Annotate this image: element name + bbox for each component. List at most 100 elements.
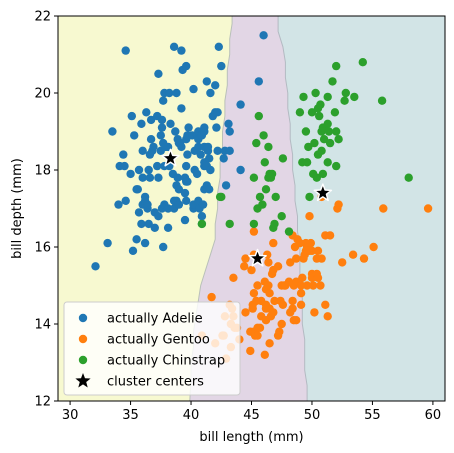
point-actually-chinstrap bbox=[358, 58, 367, 67]
point-actually-adelie bbox=[137, 219, 146, 229]
point-actually-chinstrap bbox=[340, 96, 349, 105]
point-actually-adelie bbox=[150, 223, 159, 232]
point-actually-adelie bbox=[165, 88, 174, 98]
point-actually-gentoo bbox=[249, 289, 259, 298]
point-actually-adelie bbox=[154, 212, 163, 221]
point-actually-chinstrap bbox=[328, 77, 337, 86]
point-actually-gentoo bbox=[298, 273, 307, 282]
y-tick-label: 18 bbox=[34, 164, 51, 179]
point-actually-adelie bbox=[163, 204, 173, 213]
point-actually-adelie bbox=[197, 212, 207, 221]
point-actually-adelie bbox=[156, 131, 165, 140]
point-actually-chinstrap bbox=[258, 200, 267, 209]
cluster-center-star bbox=[248, 248, 267, 267]
point-actually-gentoo bbox=[264, 258, 273, 267]
point-actually-chinstrap bbox=[404, 173, 413, 182]
point-actually-adelie bbox=[182, 196, 191, 205]
point-actually-chinstrap bbox=[304, 142, 313, 152]
x-tick-label: 60 bbox=[425, 408, 442, 423]
point-actually-adelie bbox=[180, 215, 190, 225]
point-actually-gentoo bbox=[278, 300, 288, 309]
legend-marker bbox=[78, 355, 88, 365]
point-actually-adelie bbox=[163, 223, 173, 232]
point-actually-chinstrap bbox=[254, 111, 263, 121]
point-actually-adelie bbox=[146, 115, 156, 125]
point-actually-gentoo bbox=[313, 246, 323, 255]
point-actually-chinstrap bbox=[318, 169, 328, 179]
point-actually-adelie bbox=[214, 42, 223, 51]
point-actually-chinstrap bbox=[377, 96, 387, 105]
point-actually-chinstrap bbox=[332, 161, 341, 171]
x-tick-label: 30 bbox=[62, 408, 79, 423]
point-actually-adelie bbox=[134, 208, 144, 217]
point-actually-adelie bbox=[121, 46, 130, 55]
point-actually-adelie bbox=[213, 146, 222, 155]
x-tick-label: 40 bbox=[183, 408, 200, 423]
point-actually-chinstrap bbox=[260, 158, 269, 167]
point-actually-gentoo bbox=[270, 296, 279, 306]
point-actually-gentoo bbox=[325, 231, 335, 240]
point-actually-adelie bbox=[206, 88, 215, 98]
cluster-centers bbox=[161, 148, 333, 267]
y-tick-label: 14 bbox=[34, 318, 51, 333]
point-actually-chinstrap bbox=[302, 158, 312, 167]
point-actually-adelie bbox=[254, 77, 263, 86]
point-actually-gentoo bbox=[253, 331, 262, 340]
point-actually-adelie bbox=[127, 111, 136, 121]
point-actually-gentoo bbox=[321, 300, 330, 309]
point-actually-chinstrap bbox=[317, 146, 326, 155]
point-actually-gentoo bbox=[288, 304, 297, 313]
point-actually-adelie bbox=[154, 69, 163, 79]
point-actually-chinstrap bbox=[312, 173, 321, 182]
point-actually-adelie bbox=[173, 173, 182, 182]
point-actually-chinstrap bbox=[315, 111, 324, 121]
point-actually-gentoo bbox=[275, 327, 284, 336]
point-actually-adelie bbox=[146, 135, 156, 144]
point-actually-chinstrap bbox=[255, 192, 265, 202]
point-actually-adelie bbox=[212, 123, 221, 132]
point-actually-chinstrap bbox=[197, 219, 207, 229]
point-actually-chinstrap bbox=[350, 92, 359, 102]
point-actually-gentoo bbox=[296, 281, 306, 290]
y-tick-label: 22 bbox=[34, 10, 51, 25]
point-actually-adelie bbox=[169, 42, 179, 51]
point-actually-chinstrap bbox=[330, 108, 340, 117]
legend-marker bbox=[78, 334, 88, 344]
point-actually-adelie bbox=[174, 200, 184, 209]
point-actually-chinstrap bbox=[310, 138, 319, 148]
point-actually-adelie bbox=[142, 108, 151, 117]
point-actually-adelie bbox=[225, 146, 234, 155]
point-actually-gentoo bbox=[302, 281, 312, 290]
point-actually-gentoo bbox=[286, 258, 295, 267]
point-actually-gentoo bbox=[265, 339, 274, 348]
point-actually-gentoo bbox=[338, 258, 347, 267]
point-actually-chinstrap bbox=[319, 135, 329, 144]
legend-label: cluster centers bbox=[107, 375, 204, 390]
point-actually-adelie bbox=[143, 200, 152, 209]
point-actually-gentoo bbox=[306, 238, 315, 248]
point-actually-adelie bbox=[121, 196, 130, 205]
point-actually-gentoo bbox=[309, 281, 318, 290]
point-actually-adelie bbox=[182, 61, 191, 71]
legend-marker bbox=[78, 313, 88, 323]
point-actually-chinstrap bbox=[299, 92, 308, 102]
point-actually-adelie bbox=[145, 173, 155, 182]
y-tick-label: 16 bbox=[34, 241, 51, 256]
point-actually-chinstrap bbox=[217, 192, 226, 202]
point-actually-adelie bbox=[103, 238, 112, 248]
point-actually-adelie bbox=[213, 108, 222, 117]
point-actually-adelie bbox=[154, 173, 163, 182]
x-axis-label: bill length (mm) bbox=[199, 430, 303, 445]
point-actually-gentoo bbox=[249, 227, 259, 236]
point-actually-adelie bbox=[134, 165, 144, 175]
point-actually-gentoo bbox=[310, 308, 319, 317]
y-axis-label: bill depth (mm) bbox=[10, 158, 25, 259]
point-actually-gentoo bbox=[246, 346, 255, 356]
point-actually-adelie bbox=[120, 161, 129, 171]
point-actually-adelie bbox=[196, 150, 205, 159]
y-axis: 12 14 16 18 20 22 bbox=[34, 10, 58, 410]
point-actually-chinstrap bbox=[301, 127, 311, 136]
point-actually-adelie bbox=[217, 61, 226, 71]
point-actually-adelie bbox=[126, 169, 135, 179]
